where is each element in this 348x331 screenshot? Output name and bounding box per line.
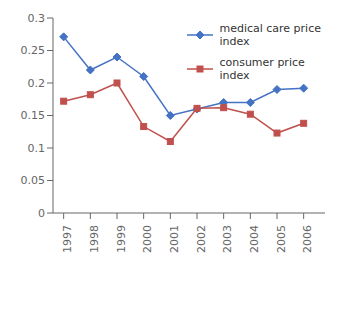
svg-text:0.1: 0.1 — [28, 142, 46, 155]
svg-text:1998: 1998 — [88, 225, 101, 253]
svg-text:2006: 2006 — [301, 225, 314, 253]
svg-text:2001: 2001 — [168, 225, 181, 253]
svg-text:0.15: 0.15 — [21, 109, 46, 122]
svg-text:2002: 2002 — [195, 225, 208, 253]
html-text:index: index — [219, 69, 250, 82]
svg-text:0.25: 0.25 — [21, 44, 46, 57]
svg-text:0: 0 — [38, 207, 45, 220]
svg-text:2004: 2004 — [248, 225, 261, 253]
svg-text:0.05: 0.05 — [21, 174, 46, 187]
svg-text:1997: 1997 — [61, 225, 74, 253]
svg-text:1999: 1999 — [115, 225, 128, 253]
svg-text:0.3: 0.3 — [28, 12, 46, 25]
svg-text:2003: 2003 — [221, 225, 234, 253]
html-text:medical care price: medical care price — [219, 22, 321, 35]
html-text:index: index — [219, 35, 250, 48]
svg-text:0.2: 0.2 — [28, 77, 46, 90]
svg-text:2000: 2000 — [141, 225, 154, 253]
html-text:consumer price: consumer price — [219, 56, 305, 69]
svg-text:2005: 2005 — [275, 225, 288, 253]
